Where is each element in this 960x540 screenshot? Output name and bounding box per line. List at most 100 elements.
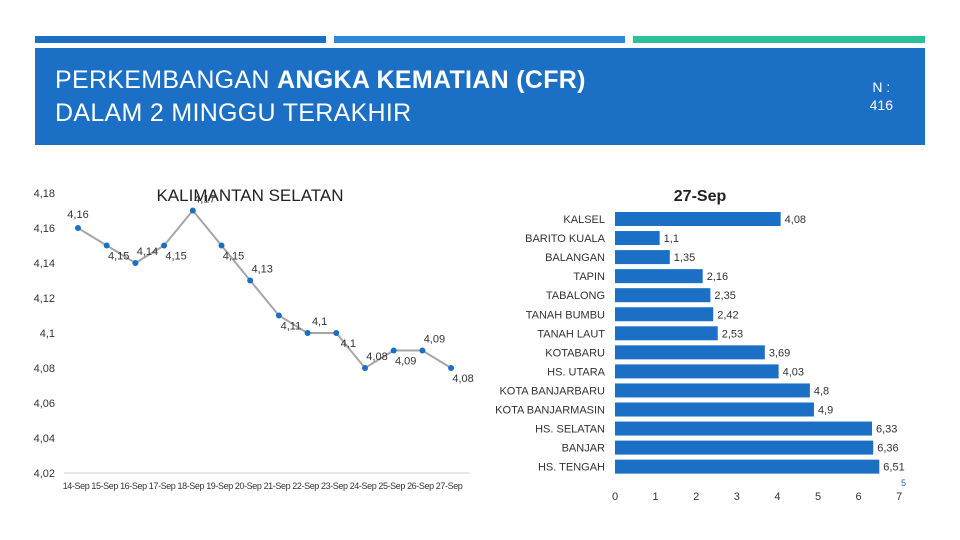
data-point bbox=[189, 207, 196, 214]
bar-value-label: 6,33 bbox=[876, 424, 897, 436]
bar-value-label: 1,35 bbox=[674, 252, 695, 264]
data-label: 4,17 bbox=[194, 194, 215, 206]
data-label: 4,09 bbox=[395, 356, 416, 368]
data-label: 4,1 bbox=[312, 316, 327, 328]
bar bbox=[615, 364, 779, 379]
accent-stripe-blue-dark bbox=[35, 36, 326, 43]
bar bbox=[615, 212, 781, 226]
y-tick-label: 4,06 bbox=[34, 398, 55, 410]
title-banner: PERKEMBANGAN ANGKA KEMATIAN (CFR) DALAM … bbox=[35, 48, 925, 145]
data-label: 4,13 bbox=[251, 264, 272, 276]
data-point bbox=[275, 312, 282, 319]
category-label: BANJAR bbox=[562, 443, 605, 455]
series-line bbox=[77, 208, 452, 370]
category-label: KOTA BANJARMASIN bbox=[495, 405, 605, 417]
y-tick-label: 4,14 bbox=[34, 258, 55, 270]
bar-value-label: 4,08 bbox=[785, 214, 806, 226]
bar-value-label: 3,69 bbox=[769, 347, 790, 359]
data-label: 4,15 bbox=[108, 251, 129, 263]
data-point bbox=[247, 277, 254, 284]
x-tick-label: 6 bbox=[856, 491, 862, 503]
bar-value-label: 2,16 bbox=[707, 271, 728, 283]
data-label: 4,15 bbox=[223, 251, 244, 263]
bar-value-label: 4,9 bbox=[818, 405, 833, 417]
bar bbox=[615, 288, 711, 303]
x-tick-label: 18-Sep bbox=[177, 481, 204, 491]
bar-value-label: 1,1 bbox=[664, 233, 679, 245]
bar-chart-title: 27-Sep bbox=[674, 188, 727, 205]
x-tick-label: 2 bbox=[693, 491, 699, 503]
bar bbox=[615, 231, 660, 246]
x-tick-label: 17-Sep bbox=[149, 481, 176, 491]
y-tick-label: 4,04 bbox=[34, 433, 55, 445]
data-point bbox=[132, 260, 139, 266]
title-bold: ANGKA KEMATIAN (CFR) bbox=[277, 66, 586, 94]
bar bbox=[615, 459, 880, 474]
bar bbox=[615, 345, 765, 360]
data-label: 4,1 bbox=[341, 338, 356, 350]
bar-value-label: 4,8 bbox=[814, 385, 829, 397]
category-label: KALSEL bbox=[563, 214, 605, 226]
bar bbox=[615, 421, 872, 436]
x-tick-label: 24-Sep bbox=[350, 481, 377, 491]
bar bbox=[615, 440, 874, 455]
category-label: KOTA BANJARBARU bbox=[499, 385, 605, 397]
bar-value-label: 4,03 bbox=[783, 366, 804, 378]
data-label: 4,16 bbox=[67, 209, 88, 221]
x-tick-label: 23-Sep bbox=[321, 481, 348, 491]
x-tick-label: 1 bbox=[653, 491, 659, 503]
data-label: 4,08 bbox=[452, 373, 473, 385]
data-point bbox=[419, 347, 426, 354]
bar-value-label: 2,35 bbox=[714, 290, 735, 302]
x-tick-label: 16-Sep bbox=[120, 481, 147, 491]
data-point bbox=[103, 242, 110, 249]
y-tick-label: 4,12 bbox=[34, 293, 55, 305]
data-point bbox=[75, 225, 81, 231]
accent-stripe-teal bbox=[633, 36, 925, 43]
title-line2: DALAM 2 MINGGU TERAKHIR bbox=[55, 99, 412, 127]
data-point bbox=[362, 365, 368, 371]
y-tick-label: 4,1 bbox=[40, 328, 55, 340]
page-title: PERKEMBANGAN ANGKA KEMATIAN (CFR) DALAM … bbox=[55, 64, 586, 130]
x-tick-label: 19-Sep bbox=[206, 481, 233, 491]
x-tick-label: 0 bbox=[612, 491, 618, 503]
bar bbox=[615, 307, 714, 322]
x-tick-label: 7 bbox=[896, 491, 902, 503]
sample-size: N : 416 bbox=[870, 78, 893, 114]
y-tick-label: 4,02 bbox=[34, 468, 55, 480]
bar-value-label: 6,36 bbox=[877, 443, 898, 455]
page-number: 5 bbox=[901, 478, 907, 488]
x-tick-label: 20-Sep bbox=[235, 481, 262, 491]
sample-size-label: N : bbox=[872, 79, 891, 95]
title-normal: PERKEMBANGAN bbox=[55, 66, 278, 94]
data-point bbox=[161, 242, 168, 249]
data-label: 4,09 bbox=[424, 334, 445, 346]
category-label: TANAH BUMBU bbox=[526, 309, 605, 321]
bar bbox=[615, 250, 670, 265]
category-label: KOTABARU bbox=[545, 347, 605, 359]
category-label: HS. SELATAN bbox=[535, 424, 605, 436]
data-label: 4,14 bbox=[137, 246, 158, 258]
x-tick-label: 22-Sep bbox=[292, 481, 319, 491]
y-tick-label: 4,18 bbox=[34, 188, 55, 200]
category-label: HS. TENGAH bbox=[538, 462, 605, 474]
line-chart: KALIMANTAN SELATAN 4,02 4,04 4,06 4,08 4,1 4,… bbox=[34, 186, 474, 491]
x-tick-label: 26-Sep bbox=[407, 481, 434, 491]
line-chart-title: KALIMANTAN SELATAN bbox=[156, 186, 343, 205]
data-point bbox=[333, 330, 340, 336]
x-tick-label: 15-Sep bbox=[91, 481, 118, 491]
category-label: TAPIN bbox=[573, 271, 605, 283]
bar-chart: 27-Sep KALSEL 4,08 BARITO KUALA 1,1 BALANGAN… bbox=[495, 188, 905, 503]
data-label: 4,08 bbox=[366, 351, 387, 363]
category-label: BALANGAN bbox=[545, 252, 605, 264]
data-label: 4,15 bbox=[165, 251, 186, 263]
sample-size-value: 416 bbox=[869, 97, 893, 113]
bar-value-label: 2,53 bbox=[722, 328, 743, 340]
bar-value-label: 6,51 bbox=[883, 462, 904, 474]
x-tick-label: 21-Sep bbox=[264, 481, 291, 491]
x-tick-label: 4 bbox=[774, 491, 780, 503]
data-point bbox=[304, 330, 311, 336]
category-label: TANAH LAUT bbox=[537, 328, 605, 340]
bar bbox=[615, 269, 703, 284]
data-point bbox=[448, 365, 455, 371]
